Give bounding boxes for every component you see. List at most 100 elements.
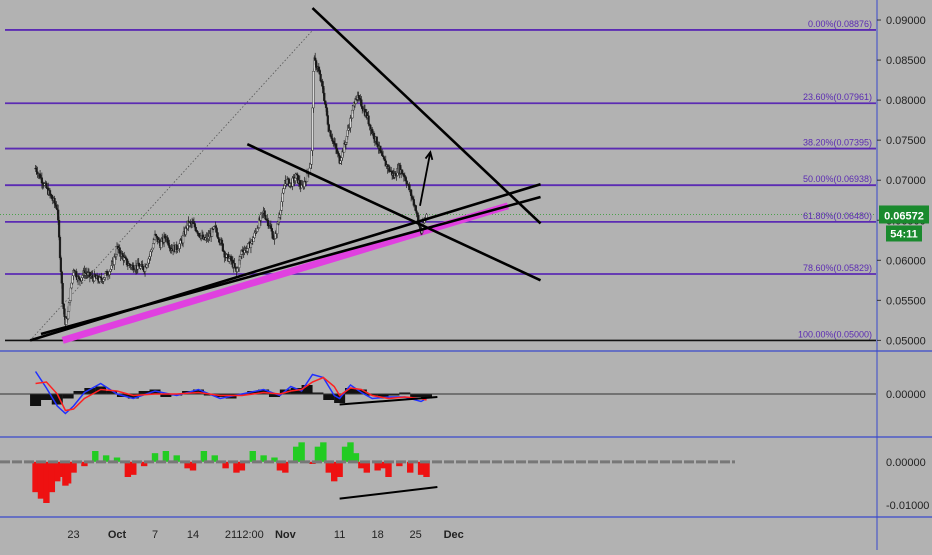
- x-axis-tick-label: 21: [225, 529, 237, 541]
- x-axis-tick-label: 11: [334, 529, 345, 541]
- support-band: [61, 202, 509, 344]
- histogram-bar: [358, 461, 365, 469]
- histogram-bar: [385, 461, 392, 477]
- candle: [63, 308, 66, 317]
- current-price-label: 0.06572: [884, 210, 924, 222]
- candle: [324, 104, 328, 108]
- oscillator-hist-bar: [421, 394, 433, 399]
- histogram-bar: [325, 461, 332, 473]
- oscillator-hist-bar: [388, 394, 400, 396]
- histogram-bar: [102, 455, 110, 462]
- histogram-bar: [54, 461, 61, 482]
- histogram-bar: [407, 461, 414, 473]
- price-badge: [879, 205, 929, 224]
- histogram-bar: [211, 455, 218, 462]
- histogram-bar: [260, 455, 267, 462]
- candle: [382, 156, 386, 160]
- histogram-axis-label: 0.00000: [886, 457, 926, 469]
- histogram-bar: [48, 461, 56, 493]
- histogram-bar: [396, 461, 403, 467]
- y-axis-tick-label: 0.07000: [886, 175, 926, 187]
- fib-level-label: 78.60%(0.05829): [803, 263, 872, 273]
- projection-arrowhead: [424, 150, 434, 161]
- candle: [58, 236, 62, 258]
- histogram-axis-label: -0.01000: [886, 500, 929, 512]
- candle: [57, 220, 61, 238]
- histogram-bar: [336, 461, 343, 477]
- fib-level-label: 38.20%(0.07395): [803, 138, 872, 148]
- histogram-bar: [417, 461, 425, 475]
- y-axis-tick-label: 0.07500: [886, 135, 926, 147]
- candle: [295, 173, 299, 176]
- histogram-bar: [233, 461, 240, 473]
- candle: [67, 311, 70, 320]
- oscillator-hist-bar: [399, 392, 411, 394]
- histogram-bar: [282, 461, 289, 473]
- fib-level-label: 100.00%(0.05000): [798, 329, 872, 339]
- fib-level-label: 0.00%(0.08876): [808, 19, 872, 29]
- y-axis-tick-label: 0.05500: [886, 295, 926, 307]
- oscillator-hist-bar: [344, 388, 356, 394]
- histogram-bar: [238, 461, 246, 471]
- oscillator-hist-bar: [268, 394, 280, 397]
- histogram-bar: [379, 461, 387, 469]
- x-axis-tick-label: Oct: [108, 529, 127, 541]
- y-axis-tick-label: 0.08000: [886, 95, 926, 107]
- candle: [372, 132, 376, 140]
- candle: [375, 136, 378, 145]
- histogram-bar: [162, 451, 170, 462]
- histogram-bar: [298, 442, 305, 462]
- oscillator-hist-bar: [323, 394, 335, 400]
- oscillator-hist-bar: [160, 394, 172, 397]
- candle: [294, 177, 297, 181]
- x-axis-tick-label: Nov: [275, 529, 297, 541]
- histogram-bar: [292, 446, 300, 462]
- oscillator-series-line: [35, 376, 427, 412]
- histogram-bar: [189, 461, 197, 471]
- projection-arrow: [419, 152, 432, 207]
- oscillator-axis-label: 0.00000: [886, 389, 926, 401]
- fib-level-label: 61.80%(0.06480): [803, 211, 872, 221]
- candle: [425, 214, 428, 219]
- x-axis-tick-label: 25: [410, 529, 422, 541]
- oscillator-hist-bar: [106, 391, 118, 394]
- histogram-bar: [81, 461, 88, 467]
- x-axis-tick-label: 23: [67, 529, 79, 541]
- histogram-bar: [130, 461, 137, 475]
- histogram-bar: [314, 446, 322, 462]
- histogram-bar: [271, 457, 278, 462]
- histogram-bar: [184, 461, 191, 469]
- histogram-bar: [140, 461, 148, 467]
- candle: [311, 107, 314, 151]
- histogram-bar: [374, 461, 381, 471]
- y-axis-tick-label: 0.06000: [886, 255, 926, 267]
- histogram-bar: [249, 451, 256, 462]
- candle: [312, 71, 315, 109]
- y-axis-tick-label: 0.05000: [886, 335, 926, 347]
- histogram-bar: [331, 461, 338, 482]
- candle: [59, 257, 62, 272]
- histogram-divergence-line: [339, 485, 438, 500]
- trendline: [40, 195, 541, 336]
- histogram-bar: [341, 446, 349, 462]
- oscillator-hist-bar: [40, 394, 52, 400]
- oscillator-hist-bar: [138, 391, 150, 394]
- x-axis-tick-label: 14: [187, 529, 199, 541]
- x-axis-tick-label: Dec: [444, 529, 464, 541]
- oscillator-divergence-line: [339, 396, 438, 406]
- oscillator-hist-bar: [410, 394, 422, 397]
- oscillator-series-line: [34, 371, 427, 415]
- trendline: [246, 142, 542, 282]
- histogram-bar: [200, 451, 208, 462]
- histogram-bar: [43, 461, 50, 503]
- x-axis-tick-label: 12:00: [236, 529, 264, 541]
- candle: [276, 223, 279, 234]
- histogram-bar: [423, 461, 430, 477]
- fib-level-label: 50.00%(0.06938): [803, 174, 872, 184]
- histogram-bar: [113, 457, 121, 462]
- countdown-label: 54:11: [890, 228, 918, 240]
- histogram-bar: [173, 455, 180, 462]
- histogram-bar: [37, 461, 45, 499]
